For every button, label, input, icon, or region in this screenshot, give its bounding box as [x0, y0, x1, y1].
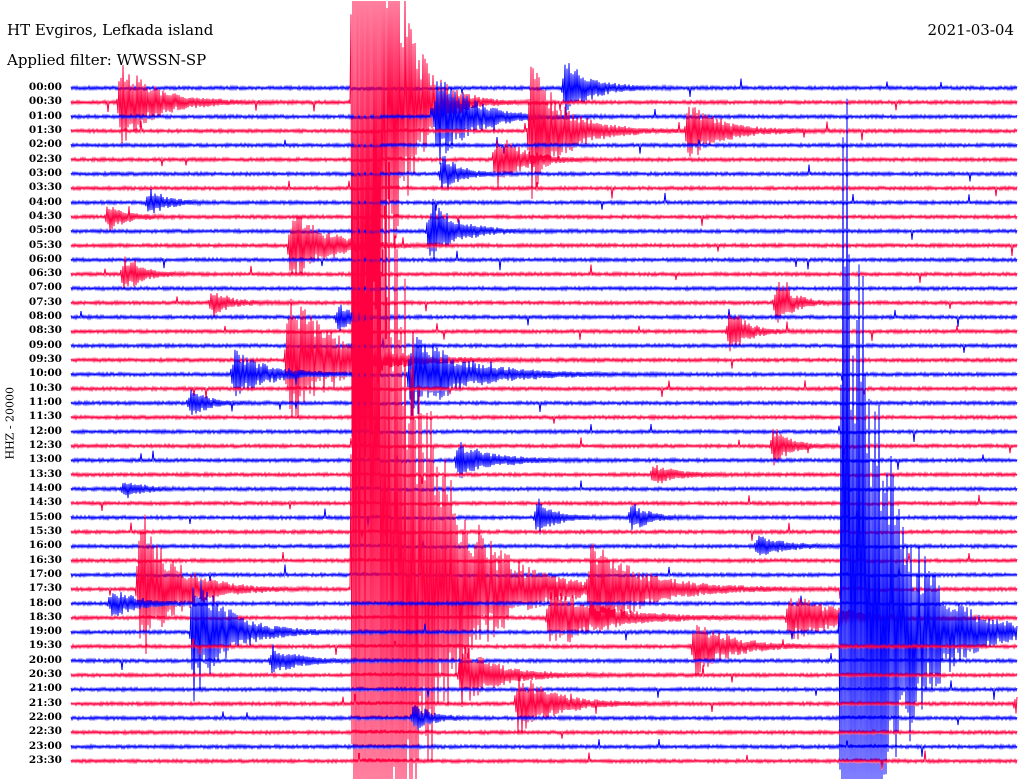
trace-0800 — [70, 304, 1018, 332]
time-label: 15:00 — [28, 510, 62, 523]
time-label: 03:30 — [28, 181, 62, 194]
trace-0600 — [70, 250, 1018, 271]
time-label: 20:00 — [28, 653, 62, 666]
time-label: 02:30 — [28, 152, 62, 165]
time-label: 21:30 — [28, 696, 62, 709]
trace-0500 — [70, 198, 1018, 260]
time-label: 17:00 — [28, 567, 62, 580]
time-label: 05:30 — [28, 238, 62, 251]
trace-2300 — [70, 739, 1018, 758]
trace-1900 — [70, 98, 1018, 780]
time-label: 10:00 — [28, 367, 62, 380]
time-label: 02:00 — [28, 138, 62, 151]
time-label: 14:30 — [28, 496, 62, 509]
time-label: 04:30 — [28, 209, 62, 222]
time-label: 09:30 — [28, 353, 62, 366]
trace-0230 — [70, 139, 1018, 188]
time-label: 19:00 — [28, 625, 62, 638]
time-label: 16:00 — [28, 539, 62, 552]
trace-0000 — [70, 63, 1018, 118]
trace-0300 — [70, 155, 1018, 191]
time-label: 12:30 — [28, 439, 62, 451]
trace-0400 — [70, 189, 1018, 214]
filter-label: Applied filter: WWSSN-SP — [7, 51, 207, 69]
time-label: 05:00 — [28, 224, 62, 237]
time-label: 00:30 — [28, 95, 62, 108]
time-label: 03:00 — [28, 166, 62, 179]
time-label: 13:30 — [28, 467, 62, 480]
time-label: 23:30 — [28, 754, 62, 767]
trace-2030 — [70, 645, 1018, 708]
time-label: 21:00 — [28, 682, 62, 695]
time-label: 12:00 — [28, 424, 62, 437]
trace-1930 — [70, 625, 1018, 677]
trace-0200 — [70, 137, 1018, 154]
trace-0100 — [70, 81, 1018, 165]
trace-2100 — [70, 680, 1018, 700]
trace-0700 — [70, 284, 1018, 293]
trace-0530 — [70, 216, 1018, 277]
time-label: 16:30 — [28, 553, 62, 566]
time-label: 20:30 — [28, 668, 62, 681]
time-label: 09:00 — [28, 338, 62, 351]
time-label: 18:00 — [28, 596, 62, 609]
time-label: 00:00 — [28, 81, 62, 93]
time-label: 06:00 — [28, 252, 62, 265]
time-label: 14:00 — [28, 481, 62, 494]
trace-0900 — [70, 336, 1018, 353]
time-label: 08:30 — [28, 324, 62, 337]
time-label: 22:00 — [28, 711, 62, 724]
time-label: 08:00 — [28, 310, 62, 323]
trace-2200 — [70, 705, 1018, 731]
time-label: 06:30 — [28, 267, 62, 280]
trace-1100 — [70, 389, 1018, 415]
time-label: 11:00 — [28, 396, 62, 409]
time-label: 18:30 — [28, 610, 62, 623]
trace-0130 — [70, 66, 1018, 199]
trace-1030 — [70, 380, 1018, 399]
time-label: 07:00 — [28, 281, 62, 294]
time-label: 11:30 — [28, 410, 62, 423]
time-label: 07:30 — [28, 295, 62, 308]
trace-0030 — [70, 0, 1018, 780]
time-label: 01:30 — [28, 123, 62, 136]
trace-0430 — [70, 206, 1018, 231]
trace-2230 — [70, 728, 1018, 739]
date-label: 2021-03-04 — [927, 21, 1014, 39]
time-label: 15:30 — [28, 524, 62, 537]
time-label: 13:00 — [28, 453, 62, 466]
time-label: 01:00 — [28, 109, 62, 122]
trace-0330 — [70, 180, 1018, 199]
time-label: 23:00 — [28, 739, 62, 752]
trace-2000 — [70, 644, 1018, 674]
time-label: 04:00 — [28, 195, 62, 208]
time-label: 19:30 — [28, 639, 62, 652]
trace-2330 — [70, 750, 1018, 771]
time-label: 17:30 — [28, 582, 62, 595]
trace-2130 — [70, 675, 1018, 735]
time-label: 22:30 — [28, 725, 62, 738]
time-label: 10:30 — [28, 381, 62, 394]
station-title: HT Evgiros, Lefkada island — [7, 21, 214, 39]
